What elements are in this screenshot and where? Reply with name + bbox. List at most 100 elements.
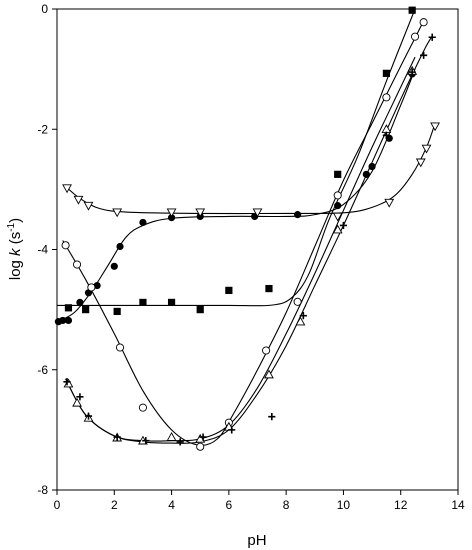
data-point-filled-square <box>64 304 73 312</box>
y-tick-label: -8 <box>37 483 48 497</box>
axes: 0 2 4 6 8 10 12 14 -8 -6 -4 -2 0 <box>37 2 465 512</box>
data-point-open-circle <box>333 191 342 200</box>
data-point-filled-square <box>265 284 273 293</box>
data-point-filled-circle <box>76 298 84 307</box>
data-point-filled-circle <box>64 316 73 325</box>
y-axis-label-unit: (s <box>7 232 24 249</box>
data-point-open-triangle-down <box>252 208 263 218</box>
data-point-filled-square <box>113 307 121 316</box>
data-point-open-triangle-up <box>72 397 82 407</box>
series-open-circle <box>61 18 428 451</box>
data-point-open-circle <box>382 93 391 102</box>
data-point-open-circle <box>196 442 205 451</box>
x-tick-label: 8 <box>283 498 290 512</box>
data-point-plus <box>228 426 236 434</box>
data-point-filled-square <box>334 170 342 178</box>
data-point-open-triangle-up <box>166 432 177 441</box>
data-point-plus <box>420 51 428 59</box>
fit-curve-open-circle <box>62 20 425 446</box>
data-point-filled-circle <box>294 211 302 219</box>
x-tick-label: 0 <box>54 498 61 512</box>
series-open-triangle-up <box>63 65 418 445</box>
data-point-open-triangle-down <box>166 208 177 218</box>
series-filled-square <box>64 6 416 316</box>
x-tick-label: 14 <box>451 498 465 512</box>
data-point-filled-square <box>408 6 416 14</box>
y-axis-label-symbol: k <box>7 247 24 256</box>
y-axis-label-base: log <box>7 256 24 280</box>
data-point-plus <box>176 438 184 446</box>
data-point-open-circle <box>293 297 302 306</box>
data-point-plus <box>428 33 436 41</box>
data-point-open-triangle-down <box>83 201 94 211</box>
y-tick-label: -6 <box>37 363 48 377</box>
data-point-filled-circle <box>116 242 124 251</box>
data-point-filled-circle <box>334 202 342 210</box>
plot-area <box>54 6 440 451</box>
data-point-plus <box>408 68 416 76</box>
fit-curve-plus <box>65 35 433 444</box>
y-axis-label-exponent: -1 <box>6 222 17 231</box>
data-point-open-triangle-up <box>63 378 74 388</box>
data-point-plus <box>84 412 93 420</box>
data-point-filled-circle <box>385 134 393 142</box>
data-point-filled-circle <box>110 262 118 270</box>
x-tick-label: 12 <box>394 498 408 512</box>
y-axis-label: log k (s-1) <box>6 218 24 280</box>
data-point-plus <box>63 378 71 386</box>
data-point-open-triangle-up <box>295 316 306 326</box>
y-tick-label: -4 <box>37 243 48 257</box>
data-point-open-triangle-up <box>264 369 274 379</box>
series-filled-circle <box>54 70 416 326</box>
data-point-filled-circle <box>59 316 67 325</box>
data-point-plus <box>382 131 390 139</box>
data-point-open-triangle-down <box>332 212 343 222</box>
data-point-filled-square <box>82 306 90 314</box>
data-point-open-triangle-down <box>112 208 123 218</box>
data-point-filled-circle <box>362 170 370 178</box>
data-point-open-circle <box>410 32 420 41</box>
data-point-open-triangle-down <box>430 122 440 132</box>
x-tick-label: 10 <box>337 498 351 512</box>
data-point-open-circle <box>61 241 70 250</box>
data-point-filled-square <box>167 298 176 307</box>
data-point-open-circle <box>115 343 125 352</box>
y-axis-label-unit-close: ) <box>7 218 24 223</box>
data-point-open-circle <box>419 18 428 27</box>
data-point-plus <box>76 393 84 401</box>
data-point-open-triangle-down <box>195 208 206 218</box>
data-point-open-circle <box>73 260 82 269</box>
data-point-filled-circle <box>368 162 376 171</box>
data-point-open-triangle-down <box>73 195 84 205</box>
data-point-plus <box>113 433 121 441</box>
data-point-open-circle <box>138 403 147 412</box>
data-point-filled-square <box>139 298 147 307</box>
data-point-plus <box>339 221 348 230</box>
fit-curve-filled-circle <box>57 68 416 323</box>
x-tick-label: 2 <box>111 498 118 512</box>
data-point-plus <box>299 312 307 320</box>
data-point-plus <box>268 413 276 421</box>
data-point-open-circle <box>87 283 96 292</box>
y-tick-label: -2 <box>37 122 48 136</box>
data-point-open-triangle-up <box>381 124 392 134</box>
data-point-filled-square <box>196 306 204 314</box>
fit-curve-open-triangle-down <box>65 123 436 215</box>
data-point-open-circle <box>262 346 271 355</box>
data-point-filled-circle <box>139 218 147 227</box>
series-open-triangle-down <box>62 122 440 222</box>
fit-curves <box>57 9 436 446</box>
x-axis-label: pH <box>247 532 266 549</box>
data-point-open-triangle-down <box>421 144 432 154</box>
y-tick-label: 0 <box>41 2 48 16</box>
data-point-open-triangle-down <box>62 184 72 194</box>
data-point-filled-circle <box>167 214 176 222</box>
data-point-open-triangle-up <box>332 224 343 234</box>
data-point-plus <box>142 437 150 445</box>
x-tick-label: 4 <box>168 498 175 512</box>
data-point-filled-square <box>382 69 390 77</box>
data-point-open-triangle-down <box>415 158 426 168</box>
x-tick-label: 6 <box>226 498 233 512</box>
